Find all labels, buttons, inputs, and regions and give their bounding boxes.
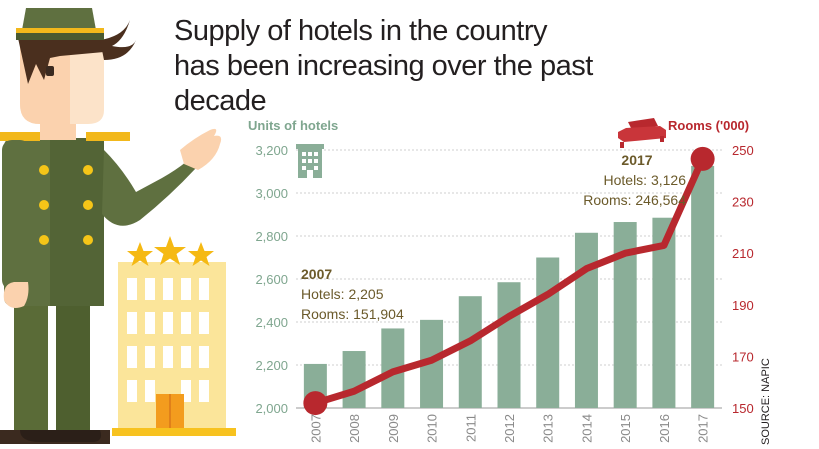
- y-tick-label: 2,600: [255, 272, 288, 287]
- x-tick-label: 2009: [386, 414, 401, 443]
- y2-tick-label: 230: [732, 195, 754, 210]
- bar-2012: [497, 282, 521, 408]
- rooms-line: [311, 155, 707, 407]
- x-tick-label: 2007: [308, 414, 323, 443]
- bar-2008: [342, 351, 366, 408]
- annotation-2007-year: 2007: [301, 266, 333, 282]
- hotel-illustration: [112, 236, 236, 436]
- bar-2015: [613, 222, 637, 408]
- bar-2017: [691, 165, 715, 408]
- annotation-2007-hotels: Hotels: 2,205: [301, 286, 384, 302]
- y2-tick-label: 210: [732, 246, 754, 261]
- left-axis-title: Units of hotels: [248, 118, 339, 133]
- y-tick-label: 3,200: [255, 143, 288, 158]
- y-tick-label: 2,400: [255, 315, 288, 330]
- x-tick-label: 2013: [541, 414, 556, 443]
- star-icon: [127, 236, 214, 266]
- point-2017: [690, 146, 715, 171]
- y-tick-label: 2,200: [255, 358, 288, 373]
- bellhop-illustration: [0, 8, 236, 444]
- y2-tick-label: 150: [732, 401, 754, 416]
- y-tick-label: 3,000: [255, 186, 288, 201]
- bar-2009: [381, 328, 405, 408]
- y-tick-label: 2,000: [255, 401, 288, 416]
- bar-2011: [458, 296, 482, 408]
- chart-title: Supply of hotels in the country has been…: [174, 15, 593, 117]
- y2-tick-label: 250: [732, 143, 754, 158]
- point-2007: [303, 391, 328, 416]
- annotation-2017-year: 2017: [621, 152, 653, 168]
- bar-2013: [536, 257, 560, 408]
- x-tick-label: 2015: [618, 414, 633, 443]
- annotation-2017-rooms: Rooms: 246,564: [583, 192, 686, 208]
- x-tick-label: 2012: [502, 414, 517, 443]
- hotel-building-icon: [296, 144, 324, 178]
- bar-2014: [574, 232, 598, 408]
- x-tick-label: 2011: [463, 414, 478, 442]
- annotation-2007-rooms: Rooms: 151,904: [301, 306, 404, 322]
- y-tick-label: 2,800: [255, 229, 288, 244]
- x-tick-label: 2010: [425, 414, 440, 443]
- bed-icon: [618, 118, 666, 148]
- x-tick-label: 2008: [347, 414, 362, 443]
- annotation-2007: 2007 Hotels: 2,205 Rooms: 151,904: [301, 264, 404, 324]
- annotation-2017: 2017 Hotels: 3,126 Rooms: 246,564: [558, 150, 686, 210]
- right-axis-title: Rooms ('000): [668, 118, 750, 133]
- annotation-2017-hotels: Hotels: 3,126: [603, 172, 687, 188]
- y2-tick-label: 190: [732, 298, 754, 313]
- x-tick-label: 2016: [657, 414, 672, 443]
- bar-2010: [420, 319, 444, 408]
- bar-2016: [652, 217, 676, 408]
- x-tick-label: 2014: [579, 414, 594, 443]
- y2-tick-label: 170: [732, 349, 754, 364]
- x-tick-label: 2017: [696, 414, 711, 443]
